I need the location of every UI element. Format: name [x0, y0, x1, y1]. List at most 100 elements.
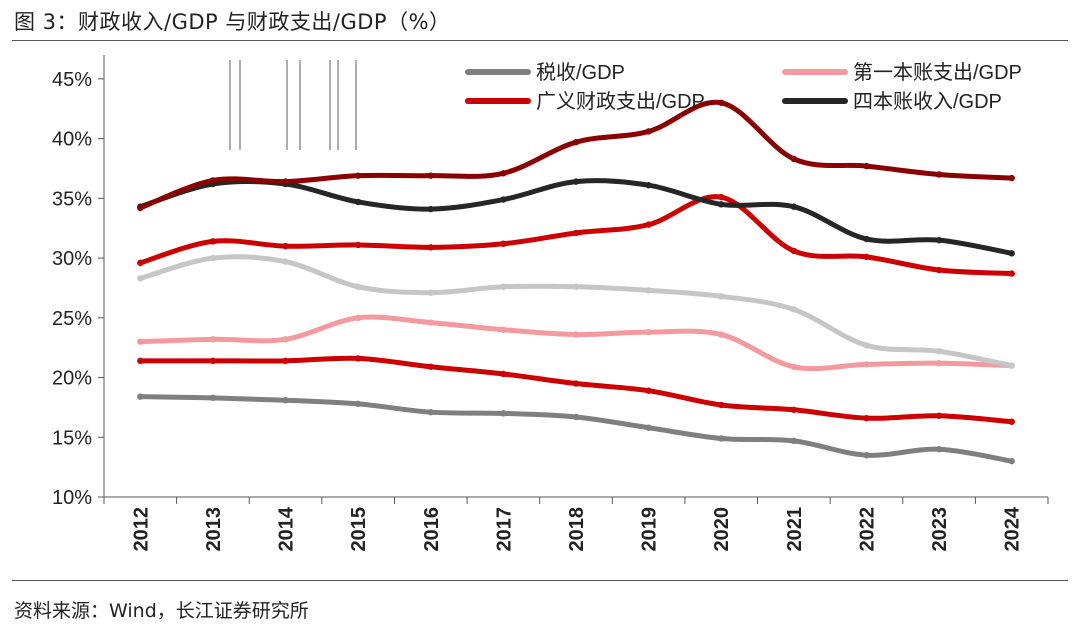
data-point: [354, 314, 362, 322]
data-point: [935, 266, 943, 274]
data-point: [718, 193, 725, 201]
legend-item: 四本账收入/GDP: [782, 90, 1002, 113]
data-point: [354, 241, 362, 249]
data-point: [935, 412, 943, 419]
data-point: [427, 205, 434, 213]
data-point: [427, 408, 434, 416]
data-point: [1008, 418, 1015, 425]
data-point: [354, 355, 362, 362]
data-point: [427, 289, 434, 296]
data-point: [209, 238, 217, 245]
data-point: [427, 363, 434, 370]
data-point: [863, 342, 870, 349]
y-tick-label: 30%: [52, 248, 92, 270]
data-point: [427, 172, 434, 179]
data-point: [354, 283, 362, 290]
series-line: [137, 355, 1015, 425]
data-point: [718, 401, 725, 409]
series-layer: [137, 99, 1015, 465]
data-point: [137, 204, 144, 212]
data-point: [572, 380, 580, 387]
data-point: [1008, 174, 1015, 182]
data-point: [863, 414, 870, 422]
data-point: [282, 397, 289, 404]
data-point: [1008, 362, 1015, 369]
data-point: [790, 406, 798, 413]
data-point: [282, 242, 289, 250]
source-divider: [12, 580, 1068, 581]
series-line: [137, 254, 1015, 369]
data-point: [572, 331, 580, 338]
data-point: [790, 247, 798, 255]
legend-item: 广义财政支出/GDP: [465, 90, 705, 113]
data-point: [427, 319, 434, 326]
x-tick-label: 2016: [421, 507, 443, 552]
data-point: [718, 293, 725, 300]
series-line: [137, 99, 1015, 211]
data-point: [790, 363, 798, 370]
data-point: [209, 177, 217, 184]
data-point: [137, 357, 144, 365]
data-point: [500, 240, 507, 247]
data-point: [935, 171, 943, 178]
data-point: [500, 370, 507, 378]
data-point: [1008, 250, 1015, 257]
data-point: [1008, 457, 1015, 465]
data-point: [863, 235, 870, 243]
data-point: [137, 393, 144, 400]
data-point: [863, 451, 870, 459]
series-6: [137, 99, 1015, 212]
legend-item: 第一本账支出/GDP: [782, 61, 1022, 84]
x-tick-label: 2024: [1002, 506, 1024, 551]
chart-title: 图 3：财政收入/GDP 与财政支出/GDP（%）: [14, 10, 451, 34]
axes: 10% 15% 20% 25% 30% 35% 40% 45% 2012 2013 2014 2015…: [52, 55, 1049, 552]
y-tick-label: 40%: [52, 129, 92, 151]
legend-label: 四本账收入/GDP: [853, 90, 1002, 113]
data-point: [790, 437, 798, 445]
y-tick-label: 35%: [52, 188, 92, 210]
data-point: [354, 198, 362, 206]
data-point: [863, 162, 870, 170]
data-point: [645, 221, 652, 228]
x-tick-label: 2012: [130, 507, 152, 552]
data-point: [790, 306, 798, 313]
legend-label: 税收/GDP: [536, 61, 625, 84]
data-point: [1008, 270, 1015, 277]
x-tick-label: 2021: [784, 507, 806, 552]
x-tick-label: 2015: [348, 507, 370, 552]
data-point: [282, 178, 289, 185]
legend: 税收/GDP 第一本账支出/GDP 广义财政支出/GDP 四本账收入/GDP: [155, 60, 1022, 150]
legend-label: 第一本账支出/GDP: [853, 61, 1022, 84]
data-point: [354, 400, 362, 408]
data-point: [572, 178, 580, 185]
data-point: [572, 283, 580, 290]
data-point: [500, 410, 507, 417]
data-point: [645, 328, 652, 336]
data-point: [137, 259, 144, 267]
series-5: [137, 355, 1015, 425]
x-tick-label: 2023: [929, 507, 951, 552]
series-3: [137, 193, 1015, 277]
data-point: [572, 139, 580, 146]
y-tick-label: 15%: [52, 427, 92, 449]
data-point: [863, 361, 870, 368]
x-tick-label: 2017: [493, 507, 515, 551]
y-tick-label: 10%: [52, 487, 92, 509]
data-point: [935, 236, 943, 244]
series-7: [137, 254, 1015, 369]
data-point: [500, 326, 507, 333]
series-line: [137, 178, 1015, 256]
data-point: [718, 201, 725, 208]
data-point: [427, 244, 434, 251]
x-tick-label: 2019: [639, 507, 661, 552]
data-point: [282, 357, 289, 365]
data-point: [790, 203, 798, 210]
data-point: [572, 413, 580, 421]
data-point: [645, 387, 652, 394]
x-tick-label: 2013: [203, 507, 225, 552]
series-line: [137, 394, 1015, 464]
data-point: [935, 360, 943, 367]
data-point: [645, 182, 652, 189]
x-tick-label: 2014: [276, 506, 298, 551]
data-point: [572, 229, 580, 237]
